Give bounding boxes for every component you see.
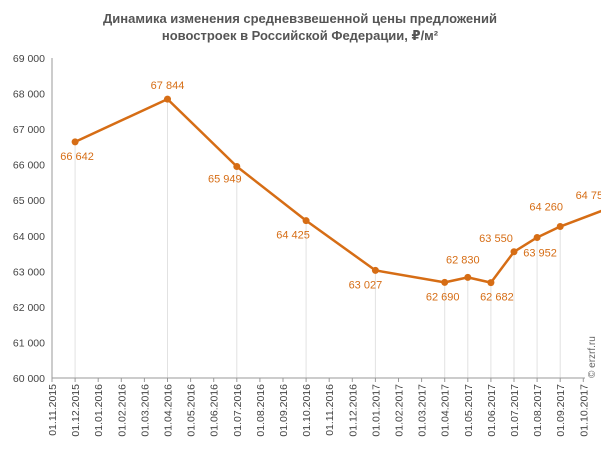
data-label: 62 830 — [446, 254, 480, 266]
data-point — [302, 217, 310, 225]
x-tick-label: 01.12.2016 — [347, 384, 359, 437]
x-tick-label: 01.11.2015 — [47, 384, 59, 436]
y-tick-label: 66 000 — [13, 160, 45, 172]
data-point — [556, 223, 564, 231]
x-tick-label: 01.03.2016 — [139, 384, 151, 437]
data-label: 67 844 — [151, 80, 185, 92]
y-tick-label: 61 000 — [13, 337, 45, 349]
x-tick-label: 01.06.2016 — [209, 384, 221, 437]
data-label: 64 751 — [576, 190, 601, 202]
data-point — [233, 162, 241, 170]
data-label: 64 260 — [529, 202, 563, 214]
x-tick-label: 01.09.2017 — [555, 384, 567, 437]
x-tick-label: 01.04.2016 — [163, 384, 175, 437]
data-point — [164, 95, 171, 103]
y-tick-label: 62 000 — [13, 302, 45, 314]
x-tick-label: 01.02.2017 — [394, 384, 406, 437]
series-line — [74, 97, 601, 284]
data-label: 66 642 — [60, 151, 94, 163]
chart-title-line-2: новостроек в Российской Федерации, ₽/м² — [161, 28, 439, 43]
x-tick-label: 01.12.2015 — [70, 384, 82, 437]
x-tick-label: 01.08.2017 — [532, 384, 544, 437]
y-tick-label: 65 000 — [13, 195, 45, 207]
y-tick-label: 63 000 — [13, 266, 45, 278]
axes — [51, 58, 585, 379]
data-point — [71, 138, 79, 146]
x-tick-label: 01.10.2016 — [301, 384, 313, 437]
watermark: © erzrf.ru — [587, 336, 598, 378]
series — [71, 95, 601, 287]
data-label: 64 425 — [276, 230, 310, 242]
data-labels: 66 642 67 844 65 949 64 425 63 027 62 690 62 8… — [60, 80, 601, 304]
x-tick-label: 01.03.2017 — [417, 384, 429, 437]
x-axis-ticks: 01.11.2015 01.12.2015 01.01.2016 01.02.2016… — [47, 378, 590, 437]
data-point — [533, 233, 541, 241]
x-tick-label: 01.01.2017 — [370, 384, 382, 437]
data-point — [487, 279, 495, 287]
chart-title-line-1: Динамика изменения средневзвешенной цены… — [103, 11, 497, 26]
x-tick-label: 01.05.2017 — [463, 384, 475, 437]
data-label: 62 690 — [426, 291, 460, 303]
y-tick-label: 64 000 — [13, 231, 45, 243]
data-label: 65 949 — [208, 173, 242, 185]
x-tick-label: 01.02.2016 — [116, 384, 128, 437]
data-label: 63 550 — [479, 233, 513, 245]
drop-lines — [74, 99, 561, 378]
chart-title: Динамика изменения средневзвешенной цены… — [60, 10, 540, 44]
data-point — [371, 266, 379, 274]
x-tick-label: 01.06.2017 — [486, 384, 498, 437]
data-label: 63 027 — [349, 279, 383, 291]
data-point — [510, 248, 518, 256]
data-label: 63 952 — [523, 247, 557, 259]
x-tick-label: 01.05.2016 — [186, 384, 198, 437]
x-tick-label: 01.07.2017 — [509, 384, 521, 437]
x-tick-label: 01.11.2016 — [324, 384, 336, 436]
y-axis-ticks: 60 000 61 000 62 000 63 000 64 000 65 000 66 0… — [13, 53, 45, 385]
x-tick-label: 01.10.2017 — [578, 384, 590, 437]
data-label: 62 682 — [480, 292, 514, 304]
data-point — [441, 278, 449, 286]
y-tick-label: 68 000 — [13, 89, 45, 101]
x-tick-label: 01.09.2016 — [278, 384, 290, 437]
y-tick-label: 69 000 — [13, 53, 45, 65]
x-tick-label: 01.01.2016 — [93, 384, 105, 437]
data-point — [464, 273, 472, 281]
x-tick-label: 01.08.2016 — [255, 384, 267, 437]
x-tick-label: 01.07.2016 — [232, 384, 244, 437]
x-tick-label: 01.04.2017 — [440, 384, 452, 437]
y-tick-label: 60 000 — [13, 373, 45, 385]
y-tick-label: 67 000 — [13, 124, 45, 136]
